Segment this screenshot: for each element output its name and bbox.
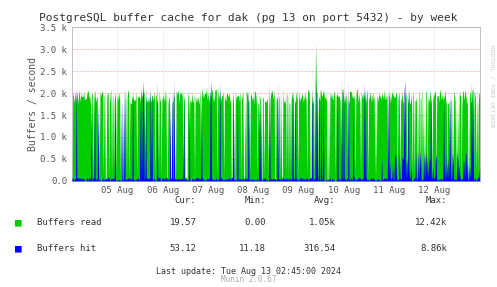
Text: ■: ■ (15, 218, 22, 227)
Text: Max:: Max: (426, 196, 447, 205)
Text: Avg:: Avg: (314, 196, 335, 205)
Y-axis label: Buffers / second: Buffers / second (27, 57, 38, 151)
Text: 316.54: 316.54 (303, 244, 335, 253)
Text: Munin 2.0.67: Munin 2.0.67 (221, 275, 276, 284)
Text: Cur:: Cur: (175, 196, 196, 205)
Text: ■: ■ (15, 243, 22, 253)
Text: 12.42k: 12.42k (415, 218, 447, 227)
Text: 11.18: 11.18 (239, 244, 266, 253)
Text: 1.05k: 1.05k (309, 218, 335, 227)
Text: 53.12: 53.12 (169, 244, 196, 253)
Text: RRDTOOL / TOBI OETIKER: RRDTOOL / TOBI OETIKER (490, 45, 495, 127)
Text: 8.86k: 8.86k (420, 244, 447, 253)
Text: 19.57: 19.57 (169, 218, 196, 227)
Text: Last update: Tue Aug 13 02:45:00 2024: Last update: Tue Aug 13 02:45:00 2024 (156, 267, 341, 276)
Text: 0.00: 0.00 (245, 218, 266, 227)
Text: Buffers hit: Buffers hit (37, 244, 96, 253)
Text: PostgreSQL buffer cache for dak (pg 13 on port 5432) - by week: PostgreSQL buffer cache for dak (pg 13 o… (39, 13, 458, 23)
Text: Min:: Min: (245, 196, 266, 205)
Text: Buffers read: Buffers read (37, 218, 102, 227)
